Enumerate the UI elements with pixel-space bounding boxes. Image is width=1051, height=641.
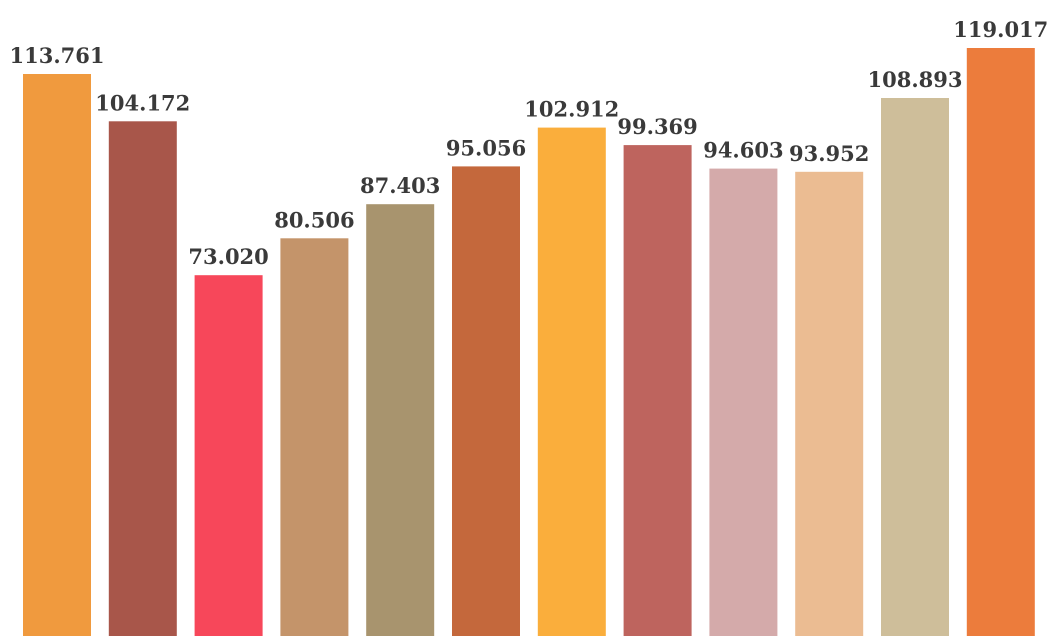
bar-value-label-3: 73.020	[188, 244, 268, 269]
bar-1	[23, 74, 91, 636]
bar-8	[623, 145, 692, 636]
bar-10	[795, 171, 864, 637]
bars-group	[23, 48, 1035, 637]
bar-12	[966, 48, 1035, 636]
bar-9	[709, 168, 778, 636]
bar-value-label-12: 119.017	[953, 17, 1048, 42]
bar-7	[537, 127, 606, 636]
bar-value-label-2: 104.172	[95, 90, 190, 115]
bar-value-label-10: 93.952	[789, 141, 869, 166]
bar-value-label-1: 113.761	[10, 43, 105, 68]
bar-value-label-4: 80.506	[274, 207, 354, 232]
bar-3	[194, 275, 263, 636]
bar-6	[452, 166, 520, 636]
bar-value-label-5: 87.403	[360, 173, 440, 198]
bar-2	[108, 121, 177, 637]
bar-value-label-7: 102.912	[524, 97, 619, 122]
bar-value-label-8: 99.369	[617, 114, 697, 139]
bar-11	[881, 98, 949, 636]
bar-value-label-9: 94.603	[703, 138, 783, 163]
bar-value-label-6: 95.056	[446, 135, 526, 160]
bar-4	[280, 238, 349, 637]
bar-value-label-11: 108.893	[868, 67, 963, 92]
bar-5	[366, 204, 435, 636]
